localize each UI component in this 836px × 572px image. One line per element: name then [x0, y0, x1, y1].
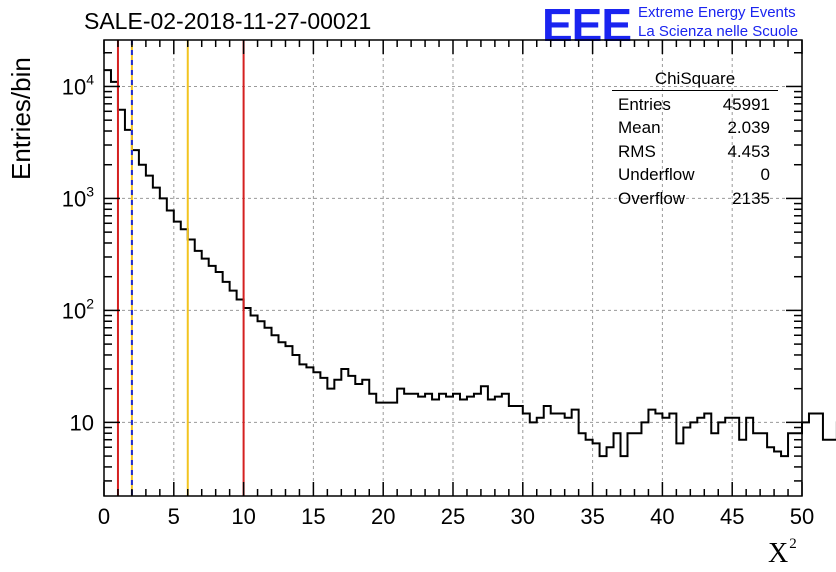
stats-label: Mean: [618, 118, 661, 138]
x-axis-label: X2: [768, 536, 797, 570]
y-tick-label-sup: 2: [86, 295, 94, 311]
x-tick-label: 35: [580, 504, 604, 529]
stats-row-overflow: Overflow 2135: [612, 187, 778, 210]
stats-row-rms: RMS 4.453: [612, 140, 778, 163]
stats-row-underflow: Underflow 0: [612, 163, 778, 186]
stats-label: Underflow: [618, 165, 695, 185]
x-tick-label: 10: [231, 504, 255, 529]
y-tick-label: 102: [62, 295, 94, 323]
stats-title: ChiSquare: [612, 68, 778, 91]
x-tick-label: 20: [371, 504, 395, 529]
stats-value: 2.039: [727, 118, 770, 138]
x-axis-label-base: X: [768, 538, 789, 569]
x-axis-label-sup: 2: [789, 536, 797, 552]
stats-box: ChiSquare Entries 45991 Mean 2.039 RMS 4…: [612, 68, 778, 210]
logo-tagline-2: La Scienza nelle Scuole: [638, 23, 799, 40]
stats-value: 4.453: [727, 141, 770, 161]
histogram-series: [104, 69, 836, 458]
x-tick-label: 5: [168, 504, 180, 529]
y-tick-label: 103: [62, 183, 94, 211]
y-tick-label-sup: 4: [86, 71, 94, 87]
stats-label: RMS: [618, 141, 656, 161]
x-tick-label: 40: [650, 504, 674, 529]
stats-value: 45991: [722, 95, 770, 114]
stats-value: 2135: [732, 188, 770, 208]
logo-tagline-1: Extreme Energy Events: [638, 4, 796, 21]
y-tick-label-base: 10: [62, 298, 86, 323]
eee-logo: EEE: [542, 0, 632, 51]
x-tick-label: 30: [511, 504, 535, 529]
chart-title: SALE-02-2018-11-27-00021: [84, 8, 372, 34]
y-tick-label: 10: [70, 410, 94, 435]
stats-row-mean: Mean 2.039: [612, 116, 778, 139]
stats-label: Overflow: [618, 188, 686, 208]
stats-row-entries: Entries 45991: [612, 93, 778, 116]
y-tick-label: 104: [62, 71, 94, 99]
y-axis-label: Entries/bin: [6, 57, 36, 180]
stats-value: 0: [760, 165, 770, 185]
x-tick-label: 25: [441, 504, 465, 529]
x-tick-label: 0: [98, 504, 110, 529]
x-tick-label: 45: [720, 504, 744, 529]
y-tick-label-base: 10: [62, 74, 86, 99]
y-tick-label-base: 10: [62, 186, 86, 211]
y-tick-label-sup: 3: [86, 183, 94, 199]
x-tick-label: 15: [301, 504, 325, 529]
x-tick-label: 50: [790, 504, 814, 529]
stats-label: Entries: [618, 95, 671, 114]
